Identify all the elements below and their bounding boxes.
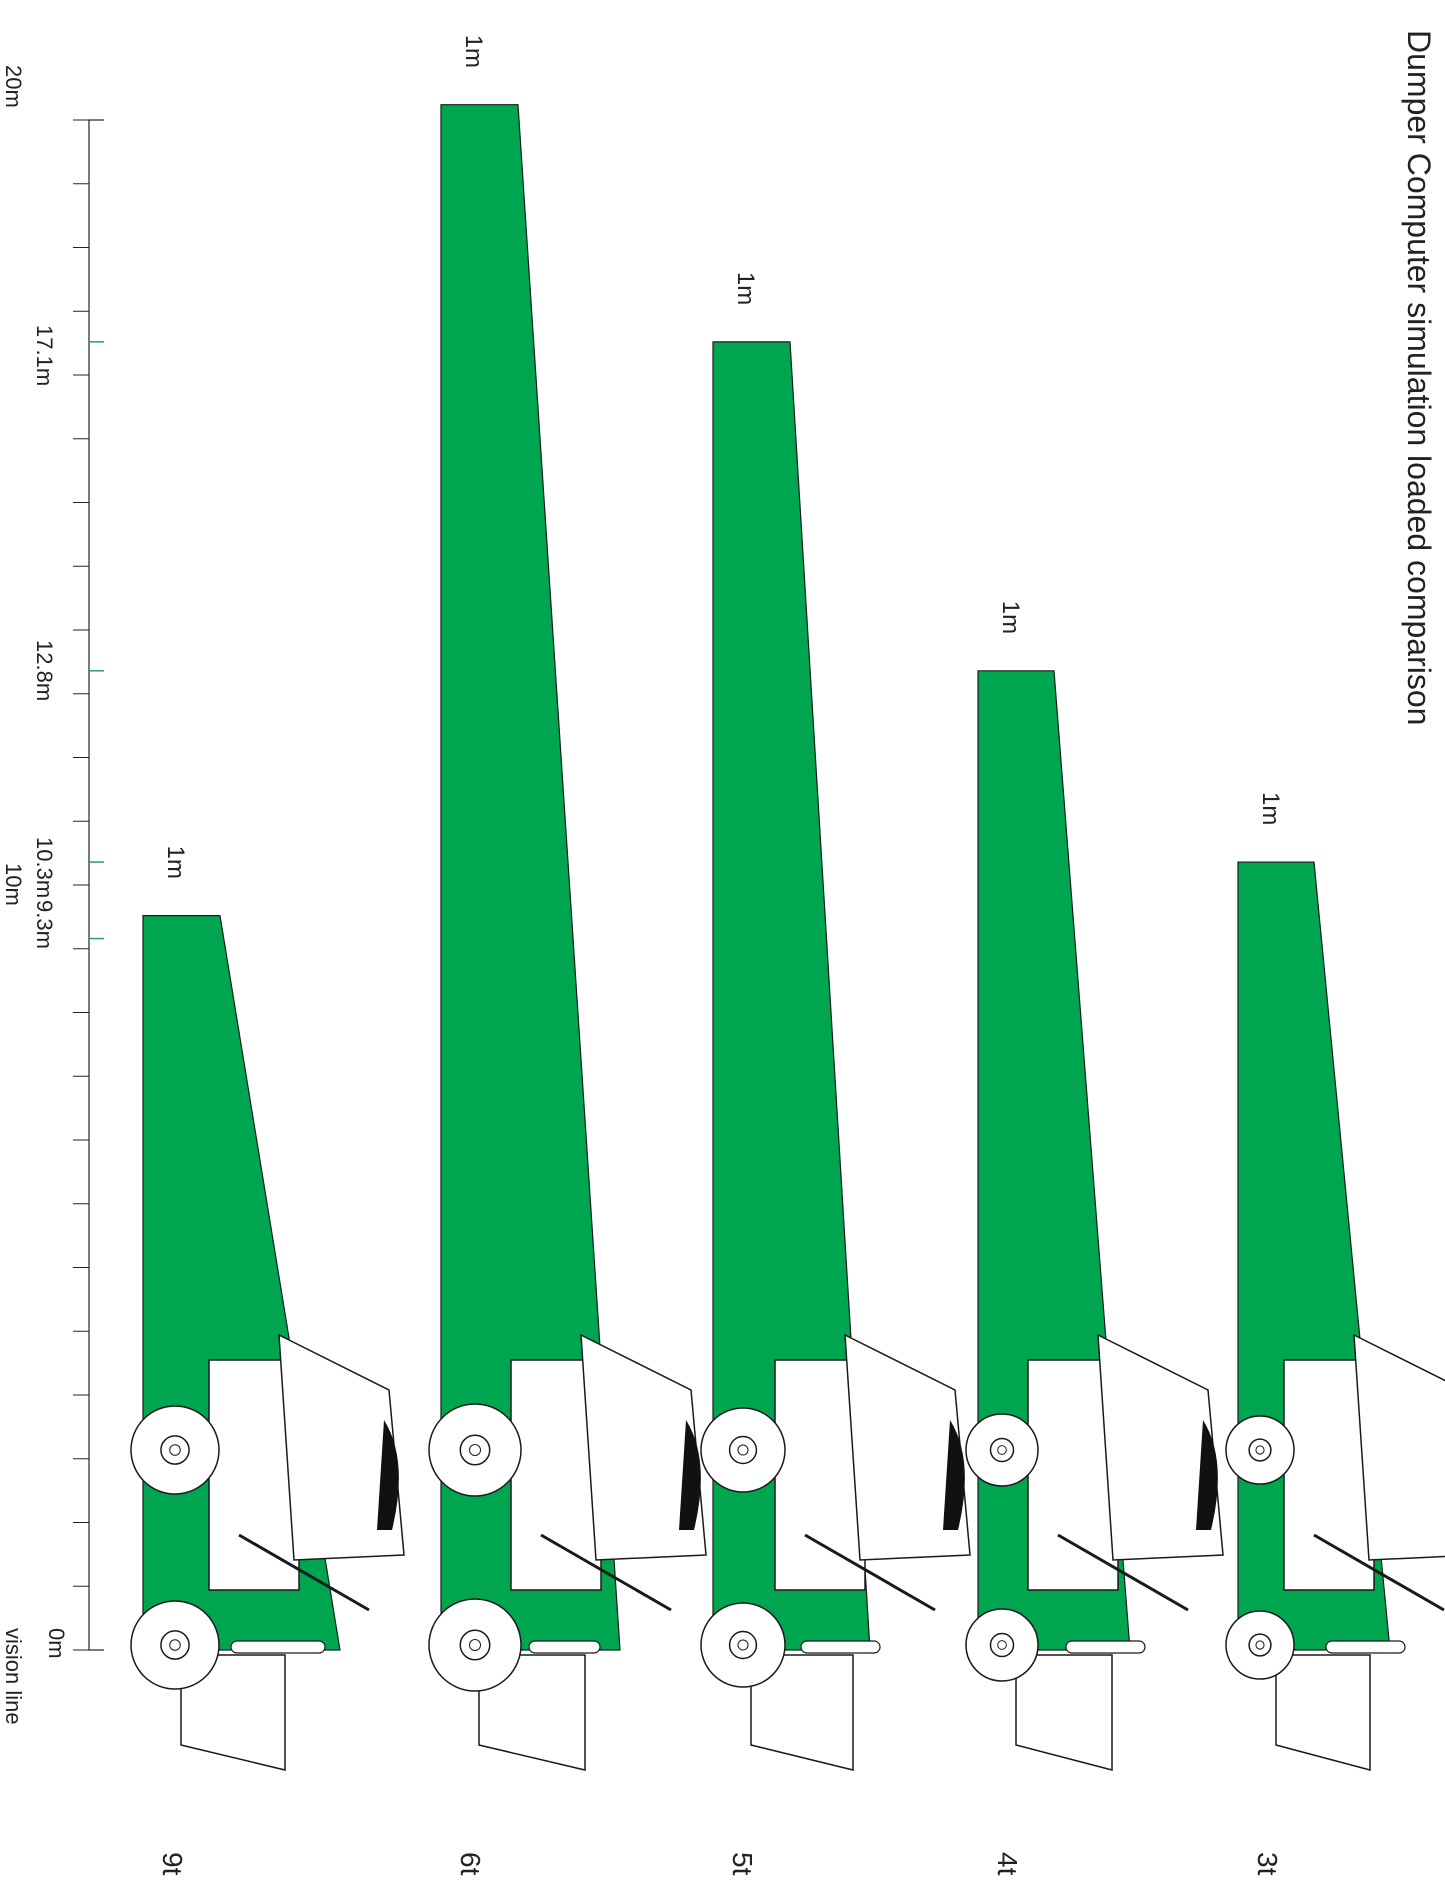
wheel-centre (737, 1639, 749, 1651)
front-wheel (965, 1608, 1039, 1682)
dumper-skip (580, 1333, 707, 1561)
scale-label-0m: 0m (44, 1628, 69, 1659)
width-label-5t: 1m (732, 272, 759, 305)
category-label-3t: 3t (1252, 1852, 1283, 1876)
wheel-hub (459, 1434, 491, 1466)
dumper-front-bar (1325, 1640, 1406, 1654)
rear-wheel (965, 1413, 1039, 1487)
scale-label-9-3m: 9.3m (32, 900, 57, 949)
rear-wheel (700, 1407, 786, 1493)
wheel-hub (728, 1435, 758, 1465)
lane-3t: 1m 3t (1225, 792, 1445, 1876)
dumper-steering-arm (540, 1533, 672, 1612)
front-wheel (428, 1598, 522, 1692)
vehicle-lanes: 1m 3t 1m 4t 1m 5t 1m 6t 1m 9t (130, 35, 1445, 1876)
category-label-6t: 6t (455, 1852, 486, 1876)
lane-4t: 1m 4t (965, 601, 1224, 1876)
width-label-6t: 1m (460, 35, 487, 68)
wheel-centre (997, 1445, 1007, 1455)
scale-label-vision-line: vision line (1, 1628, 26, 1725)
wheel-centre (468, 1443, 482, 1457)
front-wheel (1225, 1610, 1295, 1680)
wheel-hub (728, 1630, 758, 1660)
scale-label-10-3m: 10.3m (32, 837, 57, 898)
wheel-hub (459, 1629, 491, 1661)
dumper-skip (1097, 1333, 1224, 1561)
wheel-hub (160, 1630, 190, 1660)
dumper-front-bar (230, 1640, 326, 1654)
wheel-centre (1255, 1445, 1265, 1455)
dumper-skip (1353, 1333, 1445, 1561)
wheel-hub (1248, 1438, 1272, 1462)
figure-title: Dumper Computer simulation loaded compar… (1401, 30, 1437, 725)
dumper-load (943, 1420, 965, 1530)
width-label-9t: 1m (162, 846, 189, 879)
wheel-centre (468, 1638, 482, 1652)
dumper-engine (1015, 1654, 1113, 1771)
wheel-hub (989, 1632, 1015, 1658)
wheel-centre (1255, 1640, 1265, 1650)
rear-wheel (1225, 1415, 1295, 1485)
rear-wheel (428, 1403, 522, 1497)
category-label-9t: 9t (157, 1852, 188, 1876)
dumper-front-bar (528, 1640, 601, 1654)
wheel-centre (169, 1444, 181, 1456)
dumper-skip (278, 1333, 405, 1561)
dumper-engine (1275, 1654, 1371, 1771)
dumper-steering-arm (804, 1533, 936, 1612)
width-label-4t: 1m (997, 601, 1024, 634)
dumper-front-bar (800, 1640, 881, 1654)
category-label-4t: 4t (992, 1852, 1023, 1876)
wheel-centre (997, 1640, 1007, 1650)
wheel-centre (737, 1444, 749, 1456)
front-wheel (130, 1600, 220, 1690)
dumper-engine (478, 1654, 586, 1771)
front-wheel (700, 1602, 786, 1688)
dumper-steering-arm (1057, 1533, 1189, 1612)
dumper-front-bar (1065, 1640, 1146, 1654)
dumper-load (679, 1420, 701, 1530)
scale-label-17-1m: 17.1m (32, 325, 57, 386)
dumper-load (1196, 1420, 1218, 1530)
wheel-hub (989, 1437, 1015, 1463)
scale-label-20m: 20m (1, 65, 26, 108)
scale-label-12-8m: 12.8m (32, 640, 57, 701)
dumper-engine (750, 1654, 854, 1771)
wheel-hub (160, 1435, 190, 1465)
lane-6t: 1m 6t (428, 35, 707, 1876)
dumper-steering-arm (238, 1533, 370, 1612)
scale-label-10m: 10m (1, 863, 26, 906)
dumper-engine (180, 1654, 286, 1771)
dumper-skip (844, 1333, 971, 1561)
lane-5t: 1m 5t (700, 272, 971, 1876)
dumper-load (377, 1420, 399, 1530)
category-label-5t: 5t (727, 1852, 758, 1876)
width-label-3t: 1m (1257, 792, 1284, 825)
distance-scale: 20m 10m 0m vision line 17.1m 12.8m 10.3m9.3m (1, 65, 104, 1725)
lane-9t: 1m 9t (130, 846, 405, 1876)
wheel-hub (1248, 1633, 1272, 1657)
dumper-steering-arm (1313, 1533, 1445, 1612)
rear-wheel (130, 1405, 220, 1495)
wheel-centre (169, 1639, 181, 1651)
